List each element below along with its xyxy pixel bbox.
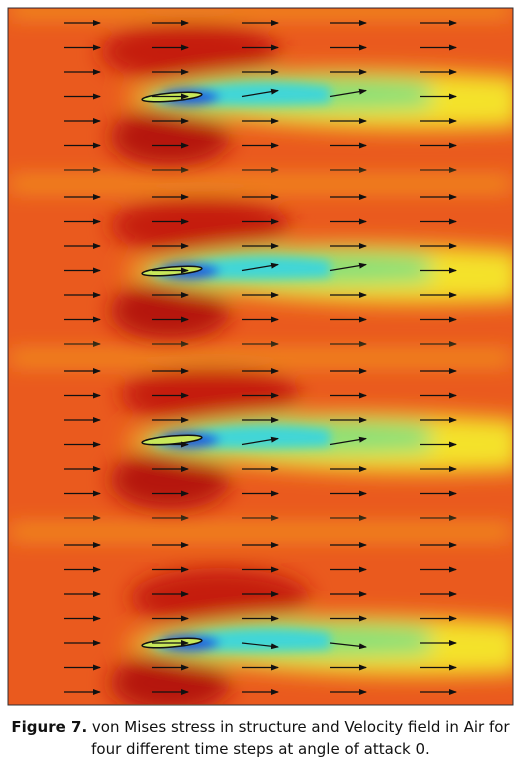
figure-label: Figure 7.	[11, 718, 88, 736]
velocity-arrow	[241, 262, 279, 272]
panels	[9, 9, 512, 704]
edge-band	[9, 527, 512, 537]
high-stress	[110, 450, 230, 510]
high-stress	[100, 22, 280, 82]
panel	[9, 353, 512, 531]
velocity-arrow	[241, 436, 279, 446]
velocity-arrow	[241, 642, 279, 650]
velocity-arrow	[329, 642, 367, 650]
panel	[9, 527, 512, 704]
edge-band	[9, 179, 512, 189]
figure-image	[7, 7, 514, 706]
high-stress	[120, 365, 300, 425]
caption: Figure 7. von Mises stress in structure …	[10, 716, 511, 760]
panel	[9, 9, 512, 183]
velocity-arrow	[329, 262, 367, 272]
high-stress	[130, 568, 310, 628]
velocity-arrow	[329, 436, 367, 446]
edge-band	[9, 353, 512, 363]
high-stress	[110, 107, 230, 167]
high-stress	[110, 653, 230, 704]
panel	[9, 179, 512, 357]
caption-text: von Mises stress in structure and Veloci…	[91, 718, 510, 758]
edge-band	[9, 9, 512, 15]
high-stress	[110, 281, 230, 341]
velocity-arrow	[329, 88, 367, 98]
velocity-arrow	[241, 88, 279, 98]
high-stress	[110, 196, 290, 256]
